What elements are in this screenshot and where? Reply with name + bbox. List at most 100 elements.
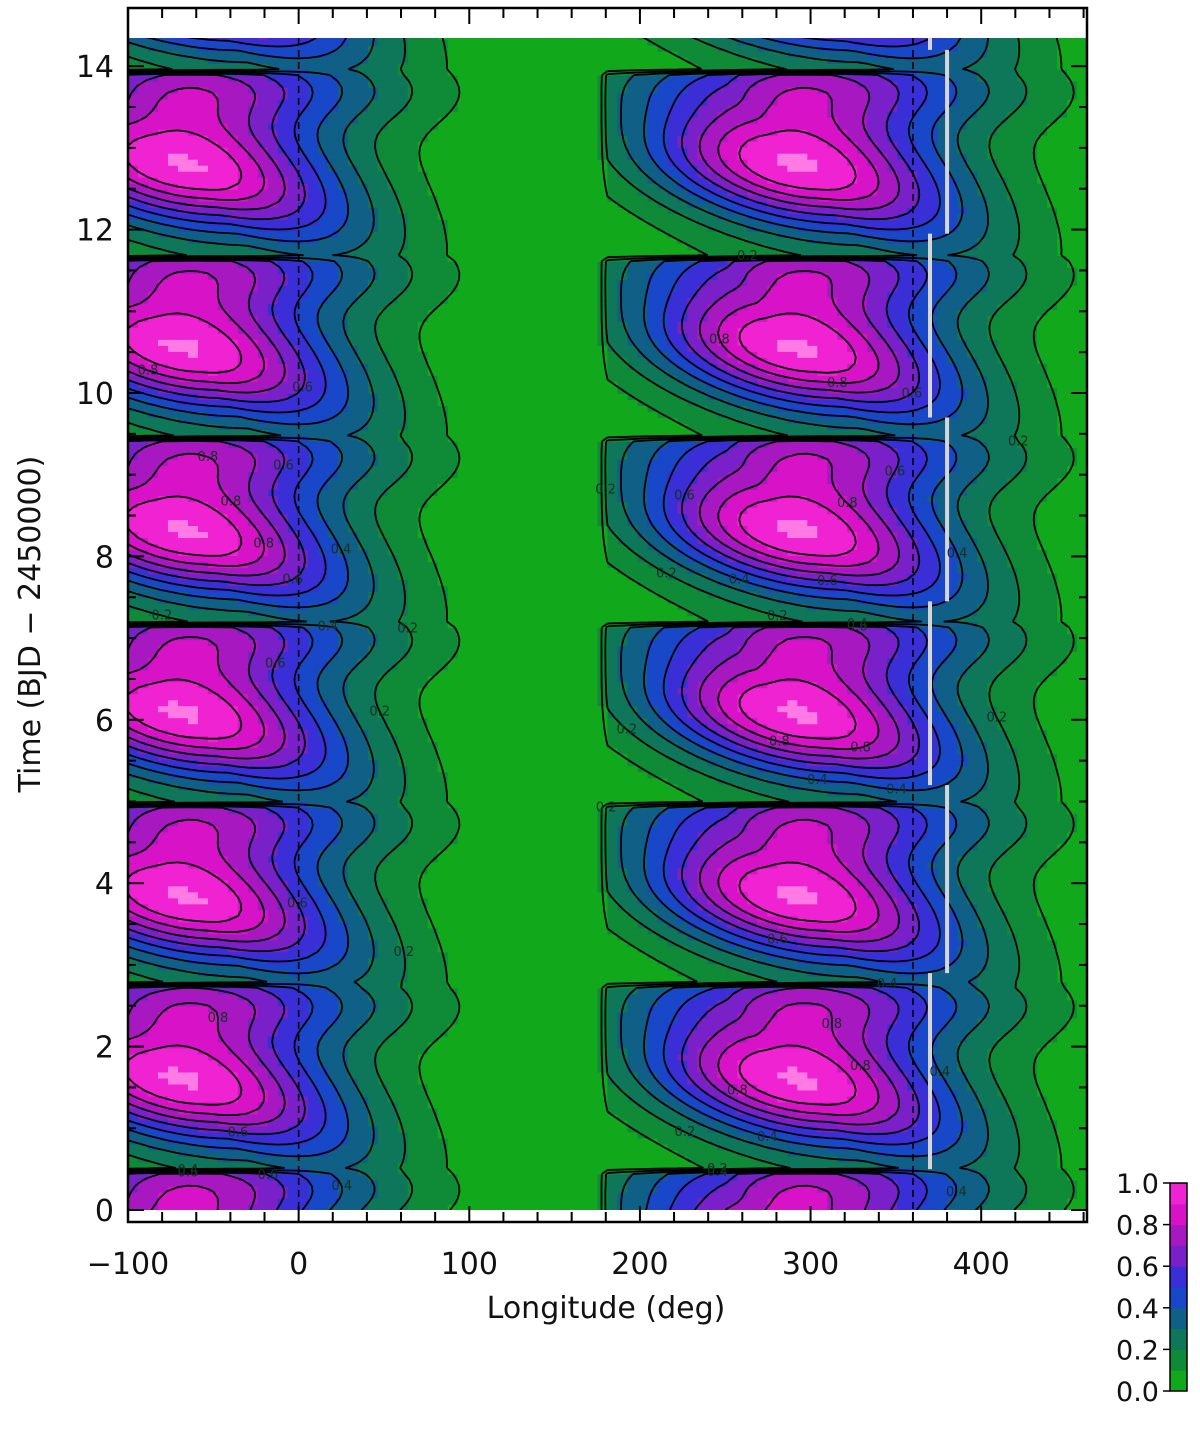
heat-cell [847,963,858,971]
heat-cell [897,1155,908,1163]
heat-cell [367,1047,379,1055]
heat-cell [317,1011,329,1019]
heat-cell [517,1017,529,1025]
heat-cell [547,945,559,953]
heat-cell [487,1167,499,1175]
heat-cell [947,1095,958,1103]
heat-cell [467,1077,479,1085]
heat-cell [697,1101,708,1109]
heat-cell [128,1017,139,1025]
heat-cell [907,945,918,953]
heat-cell [247,1089,259,1097]
heat-cell [637,897,649,905]
heat-cell [667,1035,679,1043]
heat-cell [297,1101,309,1109]
heat-cell [457,1041,469,1049]
heat-cell [767,1005,778,1013]
heat-cell [227,1131,239,1139]
heat-cell [827,999,838,1007]
heat-cell [1037,1041,1048,1049]
heat-cell [847,897,858,905]
heat-cell [477,1029,489,1037]
heat-cell [477,927,489,935]
heat-cell [907,921,918,929]
heat-cell [377,1191,389,1199]
heat-cell [377,957,389,965]
heat-cell [187,1071,199,1079]
heat-cell [967,897,978,905]
heat-cell [327,1041,339,1049]
heat-cell [217,1035,229,1043]
heat-cell [447,1095,459,1103]
heat-cell [477,1204,489,1210]
heat-cell [877,933,888,941]
heat-cell [707,963,718,971]
heat-cell [237,1119,249,1127]
heat-cell [707,909,718,917]
heat-cell [1027,1119,1038,1127]
heat-cell [827,1125,838,1133]
heat-cell [967,1053,978,1061]
heat-cell [917,921,928,929]
heat-cell [577,1059,589,1067]
heat-cell [257,981,269,989]
heat-cell [717,1161,728,1169]
heat-cell [607,975,619,983]
heat-cell [797,1155,808,1163]
heat-cell [1047,1185,1058,1193]
heat-cell [827,1179,838,1187]
heat-cell [557,1191,569,1199]
heat-cell [1077,1005,1087,1013]
heat-cell [997,915,1008,923]
heat-cell [947,1131,958,1139]
heat-cell [677,897,689,905]
heat-cell [437,1185,449,1193]
heat-cell [597,1101,609,1109]
heat-cell [237,1095,249,1103]
heat-cell [797,1095,808,1103]
heat-cell [537,1161,549,1169]
heat-cell [657,921,669,929]
heat-cell [597,915,609,923]
heat-cell [847,903,858,911]
heat-cell [887,1011,898,1019]
heat-cell [417,1041,429,1049]
heat-cell [337,993,349,1001]
heat-cell [1027,1053,1038,1061]
heat-cell [957,1197,968,1205]
heat-cell [647,1023,659,1031]
heat-cell [787,909,798,917]
heat-cell [997,945,1008,953]
heat-cell [1067,1077,1078,1085]
heat-cell [1077,1173,1087,1181]
heat-cell [237,975,249,983]
heat-cell [937,1017,948,1025]
heat-cell [837,1131,848,1139]
heat-cell [487,1083,499,1091]
heat-cell [217,1041,229,1049]
heat-cell [687,1071,699,1079]
heat-cell [487,1143,499,1151]
heat-cell [177,1023,189,1031]
heat-cell [447,1197,459,1205]
heat-cell [847,1179,858,1187]
heat-cell [707,993,718,1001]
heat-cell [327,903,339,911]
heat-cell [907,1173,918,1181]
heat-cell [287,1053,299,1061]
heat-cell [247,1179,259,1187]
heat-cell [867,1083,878,1091]
heat-cell [537,1167,549,1175]
heat-cell [717,1077,728,1085]
heat-cell [907,1065,918,1073]
heat-cell [347,1131,359,1139]
heat-cell [477,1077,489,1085]
heat-cell [647,951,659,959]
heat-cell [387,921,399,929]
heat-cell [487,1131,499,1139]
heat-cell [337,1191,349,1199]
heat-cell [437,933,449,941]
heat-cell [777,1017,788,1025]
heat-cell [377,927,389,935]
heat-cell [777,1023,788,1031]
